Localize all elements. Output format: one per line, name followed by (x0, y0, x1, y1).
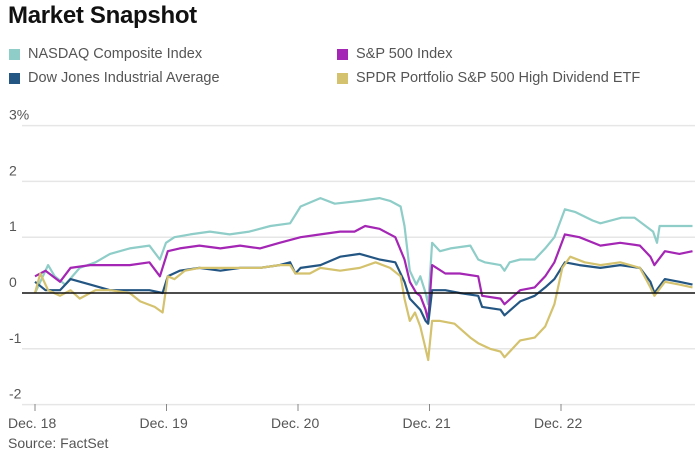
legend-swatch-dow (9, 72, 20, 84)
legend-swatch-sp500 (337, 48, 348, 60)
x-tick-label: Dec. 20 (271, 415, 319, 431)
legend-item-nasdaq: NASDAQ Composite Index (9, 46, 202, 62)
series-line-dow-jones-industrial-average (34, 252, 693, 325)
series-line-nasdaq-composite-index (34, 197, 693, 306)
legend-label: S&P 500 Index (356, 46, 453, 62)
y-tick-label: -2 (9, 386, 22, 402)
gridlines (22, 124, 695, 406)
y-tick-label: 0 (9, 274, 17, 290)
legend-item-sp500: S&P 500 Index (337, 46, 452, 62)
y-tick-label: 2 (9, 162, 17, 178)
series-lines (33, 197, 693, 362)
series-line-spdr-portfolio-s-p-500-high-dividend-etf (33, 255, 693, 362)
y-tick-label: 3% (9, 107, 29, 123)
legend-swatch-spdr (337, 72, 348, 84)
x-tick-label: Dec. 18 (8, 415, 56, 431)
x-axis-ticks: Dec. 18 Dec. 19 Dec. 20 Dec. 21 Dec. 22 (8, 404, 582, 431)
legend-label: SPDR Portfolio S&P 500 High Dividend ETF (356, 70, 641, 86)
x-tick-label: Dec. 21 (403, 415, 451, 431)
y-axis-ticks: 3% 2 1 0 -1 -2 (9, 107, 29, 402)
chart-title: Market Snapshot (8, 2, 197, 29)
legend-label: NASDAQ Composite Index (28, 46, 203, 62)
y-tick-label: -1 (9, 330, 22, 346)
legend-swatch-nasdaq (9, 48, 20, 60)
legend-item-dow: Dow Jones Industrial Average (9, 70, 220, 86)
source-note: Source: FactSet (8, 435, 109, 451)
legend-item-spdr: SPDR Portfolio S&P 500 High Dividend ETF (337, 70, 640, 86)
legend-label: Dow Jones Industrial Average (28, 70, 220, 86)
series-line-s-p-500-index (34, 224, 693, 322)
x-tick-label: Dec. 22 (534, 415, 582, 431)
x-tick-label: Dec. 19 (140, 415, 188, 431)
y-tick-label: 1 (9, 218, 17, 234)
